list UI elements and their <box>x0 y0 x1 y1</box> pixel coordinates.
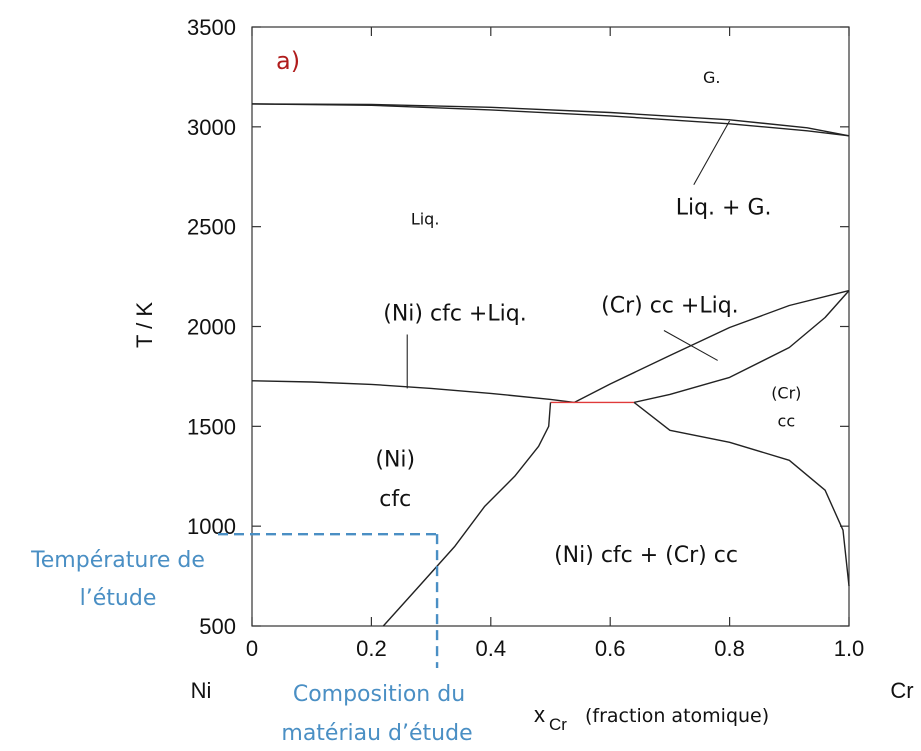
series-solvus-ni-side <box>382 402 552 627</box>
phase-labels: G. Liq. Liq. + G. (Ni) cfc +Liq. (Cr) cc +Li… <box>375 68 801 568</box>
label-two-phase: (Ni) cfc + (Cr) cc <box>554 543 738 568</box>
y-tick-label: 2000 <box>187 315 236 340</box>
study-composition-label-line1: Composition du <box>293 682 465 707</box>
y-tick-label: 3500 <box>187 15 236 40</box>
label-cr-cc-2: cc <box>778 411 796 430</box>
x-axis-title-subscript: Cr <box>549 715 567 734</box>
label-gas: G. <box>703 68 720 87</box>
label-ni-cfc-2: cfc <box>379 487 411 512</box>
panel-label: a) <box>276 47 300 75</box>
y-axis-title: T / K <box>132 302 157 348</box>
y-tick-label: 3000 <box>187 115 236 140</box>
y-tick-label: 1500 <box>187 414 236 439</box>
leader-liq-gas <box>693 120 731 186</box>
label-ni-cfc-liq: (Ni) cfc +Liq. <box>383 302 526 327</box>
series-solidus-cr-side <box>633 290 850 404</box>
x-axis-title-note: (fraction atomique) <box>585 705 769 727</box>
y-tick-label: 2500 <box>187 215 236 240</box>
leader-cr-cc-liq <box>663 330 718 361</box>
x-tick-label: 1.0 <box>834 636 865 661</box>
x-tick-label: 0.4 <box>476 636 507 661</box>
series-gas-boundary-lower <box>251 103 850 137</box>
x-end-label-ni: Ni <box>191 678 212 703</box>
x-tick-label: 0 <box>246 636 258 661</box>
study-temperature-label-line2: l’étude <box>80 586 157 611</box>
x-tick-label: 0.2 <box>356 636 387 661</box>
label-liq-gas: Liq. + G. <box>676 196 772 221</box>
label-ni-cfc-1: (Ni) <box>375 447 415 472</box>
study-markers <box>218 532 439 668</box>
x-tick-label: 0.6 <box>595 636 626 661</box>
series-liquidus-ni-side <box>251 380 575 404</box>
x-end-label-cr: Cr <box>890 678 913 703</box>
series-gas-boundary-upper <box>251 103 850 137</box>
x-axis-title-symbol: x <box>534 702 545 727</box>
y-tick-label: 500 <box>199 614 236 639</box>
label-liquid: Liq. <box>411 210 440 229</box>
label-cr-cc-liq: (Cr) cc +Liq. <box>601 294 739 319</box>
series-solvus-cr-side <box>633 401 850 587</box>
phase-boundaries <box>251 103 850 627</box>
plot-frame <box>251 26 850 627</box>
study-temperature-label-line1: Température de <box>30 548 205 573</box>
label-cr-cc-1: (Cr) <box>771 383 801 402</box>
y-tick-label: 1000 <box>187 514 236 539</box>
leader-lines <box>406 120 731 389</box>
series-liquidus-cr-side <box>574 289 850 404</box>
axis-tick-labels: 0 0.2 0.4 0.6 0.8 1.0 500 1000 1500 2000 2500 3000 3… <box>187 15 864 661</box>
axis-ticks <box>251 26 850 627</box>
x-tick-label: 0.8 <box>714 636 745 661</box>
plot-area-border <box>251 26 850 627</box>
study-composition-label-line2: matériau d’étude <box>281 721 472 746</box>
